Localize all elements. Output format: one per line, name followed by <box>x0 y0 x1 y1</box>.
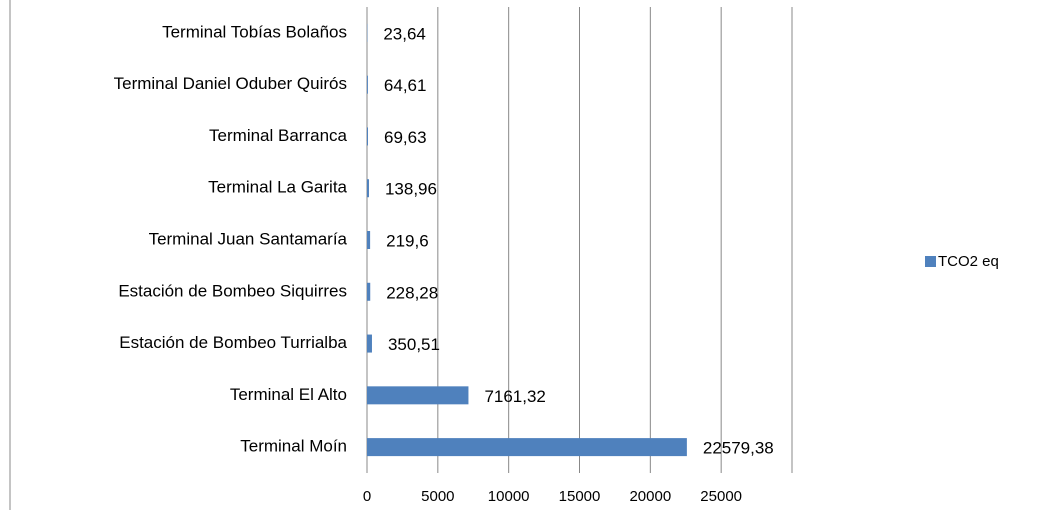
y-tick-label: Terminal Tobías Bolaños <box>162 22 347 41</box>
y-tick-label: Terminal Moín <box>240 437 347 456</box>
data-label: 228,28 <box>386 283 438 302</box>
y-tick-label: Terminal Barranca <box>209 126 347 145</box>
bar <box>367 438 687 457</box>
bar <box>367 334 372 353</box>
y-tick-label: Terminal Juan Santamaría <box>149 229 348 248</box>
bar <box>367 127 368 146</box>
data-label: 64,61 <box>384 76 427 95</box>
bar <box>367 282 371 301</box>
y-tick-label: Terminal La Garita <box>208 178 347 197</box>
x-tick-label: 15000 <box>559 488 601 505</box>
bar <box>367 75 368 94</box>
x-tick-label: 10000 <box>488 488 530 505</box>
y-tick-label: Terminal Daniel Oduber Quirós <box>114 74 347 93</box>
y-tick-label: Estación de Bombeo Siquirres <box>118 281 347 300</box>
legend-label: TCO2 eq <box>938 253 999 270</box>
bar <box>367 386 469 405</box>
y-tick-label: Terminal El Alto <box>230 385 347 404</box>
data-label: 22579,38 <box>703 439 774 458</box>
x-tick-label: 5000 <box>421 488 454 505</box>
bar <box>367 179 369 198</box>
data-label: 138,96 <box>385 180 437 199</box>
y-tick-label: Estación de Bombeo Turrialba <box>119 333 347 352</box>
x-tick-label: 25000 <box>700 488 742 505</box>
data-label: 7161,32 <box>484 387 545 406</box>
bar <box>367 231 371 249</box>
data-label: 350,51 <box>388 335 440 354</box>
x-tick-label: 0 <box>363 488 371 505</box>
x-tick-label: 20000 <box>629 488 671 505</box>
data-label: 69,63 <box>384 128 427 147</box>
data-label: 219,6 <box>386 231 429 250</box>
data-label: 23,64 <box>383 24 426 43</box>
legend-swatch <box>925 256 936 267</box>
